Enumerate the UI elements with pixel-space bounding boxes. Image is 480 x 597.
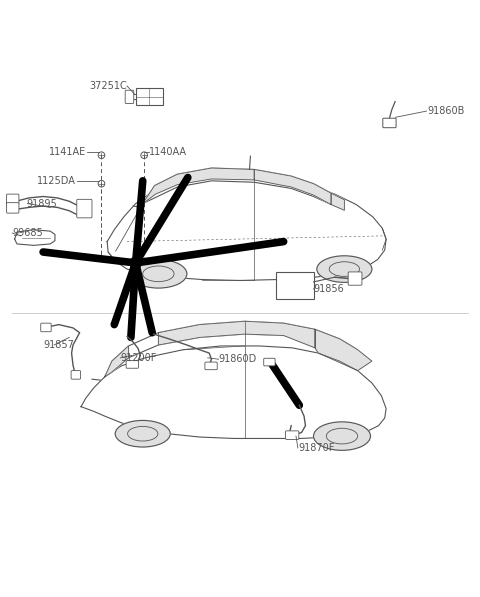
Circle shape — [130, 257, 141, 269]
Polygon shape — [143, 168, 331, 205]
FancyBboxPatch shape — [286, 431, 299, 439]
Ellipse shape — [313, 422, 371, 450]
FancyBboxPatch shape — [205, 362, 217, 370]
Polygon shape — [254, 170, 331, 205]
Text: 1140AA: 1140AA — [149, 147, 187, 158]
Polygon shape — [105, 321, 358, 377]
FancyBboxPatch shape — [7, 202, 19, 213]
FancyBboxPatch shape — [348, 272, 362, 285]
Text: 99685: 99685 — [12, 228, 43, 238]
FancyBboxPatch shape — [71, 371, 81, 379]
Polygon shape — [315, 330, 372, 371]
Polygon shape — [14, 230, 55, 245]
FancyBboxPatch shape — [264, 358, 275, 366]
Ellipse shape — [317, 256, 372, 282]
Text: 91856: 91856 — [313, 284, 344, 294]
FancyBboxPatch shape — [136, 88, 163, 106]
Text: 91200F: 91200F — [120, 353, 157, 363]
Text: 91870F: 91870F — [298, 443, 334, 453]
Text: 91860D: 91860D — [219, 354, 257, 364]
Polygon shape — [107, 177, 386, 281]
FancyBboxPatch shape — [383, 118, 396, 128]
Ellipse shape — [130, 260, 187, 288]
FancyBboxPatch shape — [41, 323, 51, 332]
FancyBboxPatch shape — [77, 199, 92, 218]
Text: 37251C: 37251C — [89, 81, 127, 91]
Polygon shape — [105, 346, 129, 377]
Ellipse shape — [115, 420, 170, 447]
Text: 91860B: 91860B — [427, 106, 465, 116]
Polygon shape — [81, 346, 386, 438]
Text: 91895: 91895 — [26, 199, 57, 208]
FancyBboxPatch shape — [126, 361, 138, 368]
FancyBboxPatch shape — [7, 194, 19, 205]
FancyBboxPatch shape — [276, 272, 313, 298]
Polygon shape — [331, 193, 344, 210]
FancyBboxPatch shape — [125, 90, 134, 103]
Text: 1141AE: 1141AE — [48, 147, 86, 158]
Polygon shape — [143, 168, 254, 204]
Text: 91857: 91857 — [43, 340, 74, 350]
Text: 1125DA: 1125DA — [37, 176, 76, 186]
Polygon shape — [158, 321, 315, 348]
